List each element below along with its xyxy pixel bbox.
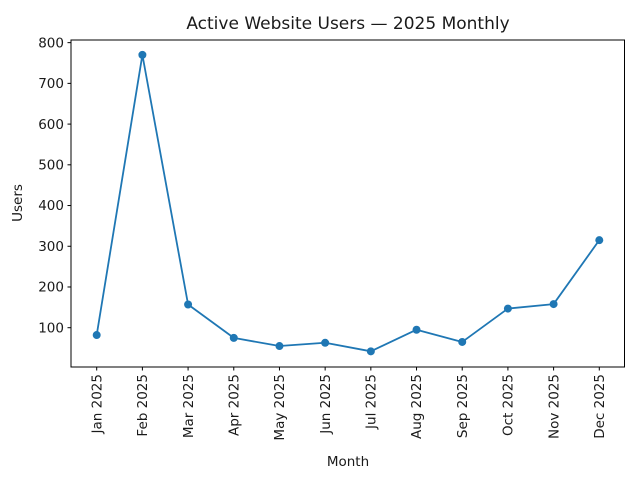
- y-tick-label: 600: [38, 117, 64, 133]
- data-point: [503, 304, 512, 313]
- y-tick-label: 700: [38, 76, 64, 92]
- data-point: [321, 338, 330, 347]
- y-tick-label: 400: [38, 198, 64, 214]
- y-tick-label: 300: [38, 239, 64, 255]
- data-point: [138, 50, 147, 59]
- data-point: [458, 337, 467, 346]
- data-point: [549, 300, 558, 309]
- data-point: [366, 347, 375, 356]
- chart-title: Active Website Users — 2025 Monthly: [186, 14, 509, 34]
- data-point: [229, 333, 238, 342]
- y-tick-label: 800: [38, 35, 64, 51]
- x-tick-label: Oct 2025: [501, 374, 517, 436]
- x-tick-label: May 2025: [272, 374, 288, 441]
- y-tick-label: 200: [38, 280, 64, 296]
- data-point: [412, 325, 421, 334]
- data-line: [95, 53, 601, 353]
- x-tick-label: Jan 2025: [89, 374, 105, 434]
- plot-area: 100 200 300 400 500 600 700 800 Jan 2025 Feb 2025…: [38, 35, 625, 441]
- x-tick-label: Feb 2025: [135, 374, 151, 437]
- x-tick-label: Sep 2025: [455, 374, 471, 438]
- x-tick-label: Nov 2025: [546, 374, 562, 439]
- data-point: [184, 300, 193, 309]
- x-tick-label: Jun 2025: [318, 374, 334, 435]
- x-tick-label: Apr 2025: [226, 374, 242, 436]
- data-point: [275, 342, 284, 351]
- y-axis-title: Users: [10, 184, 26, 222]
- y-tick-label: 100: [38, 320, 64, 336]
- x-axis-title: Month: [327, 454, 369, 470]
- data-point: [92, 331, 101, 340]
- x-tick-label: Jul 2025: [364, 374, 380, 430]
- x-tick-label: Mar 2025: [181, 374, 197, 438]
- data-point: [595, 236, 604, 245]
- y-tick-label: 500: [38, 158, 64, 174]
- x-tick-label: Dec 2025: [592, 374, 608, 439]
- x-tick-label: Aug 2025: [409, 374, 425, 439]
- plot-border: [70, 39, 625, 368]
